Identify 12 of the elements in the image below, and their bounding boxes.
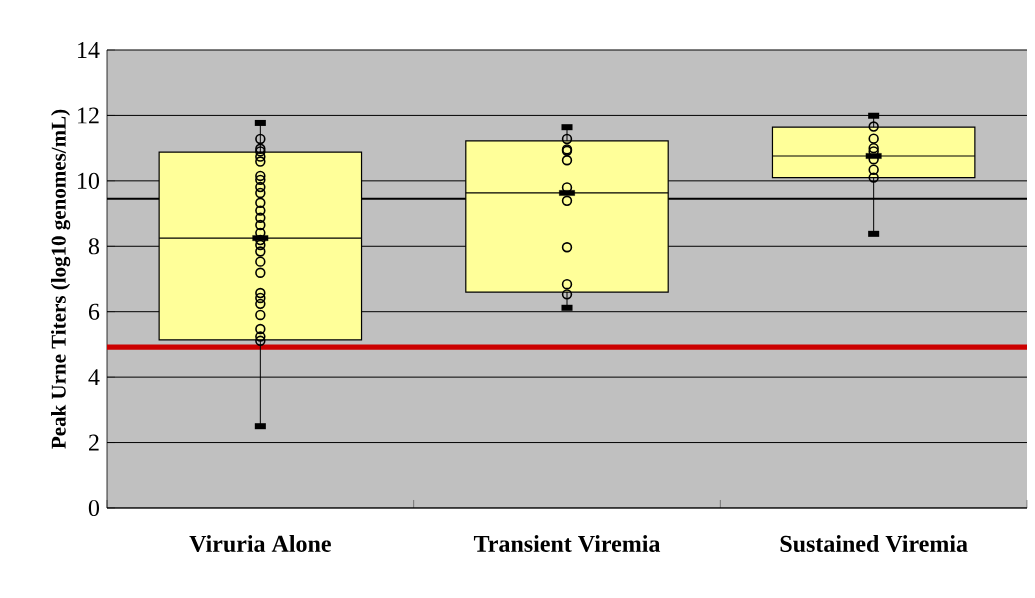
y-axis-title: Peak Urne Titers (log10 genomes/mL) bbox=[51, 109, 71, 449]
y-tick-label: 0 bbox=[88, 499, 100, 517]
y-tick-label: 4 bbox=[88, 369, 100, 386]
y-tick-label: 6 bbox=[88, 303, 100, 320]
y-tick-label: 8 bbox=[88, 238, 100, 255]
x-tick-label: Sustained Viremia bbox=[780, 535, 968, 553]
x-tick-label: Viruria Alone bbox=[189, 535, 331, 553]
y-tick-label: 2 bbox=[89, 434, 99, 451]
y-tick-label: 10 bbox=[78, 172, 100, 189]
y-tick-label: 12 bbox=[78, 107, 99, 124]
x-tick-label: Transient Viremia bbox=[473, 535, 661, 553]
y-tick-label: 14 bbox=[78, 42, 100, 58]
